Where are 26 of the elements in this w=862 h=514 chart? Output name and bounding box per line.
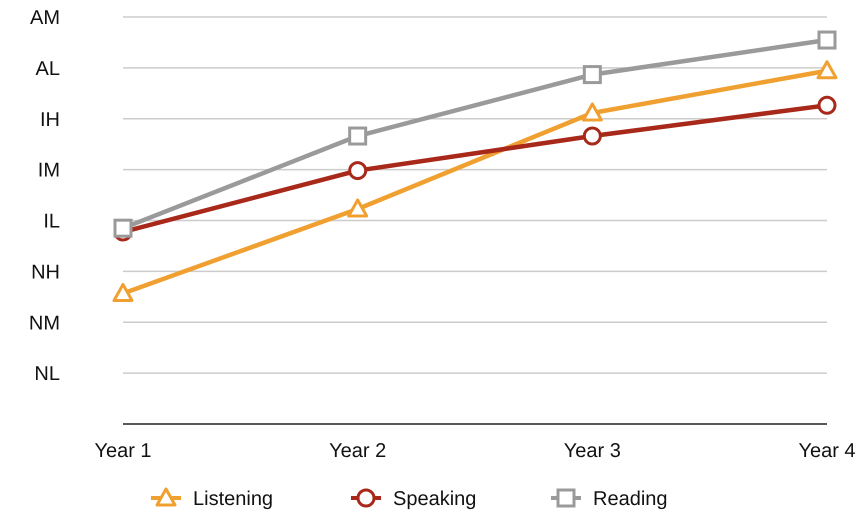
category-label: IH [40,108,60,131]
point [816,60,838,80]
legend-label: Listening [193,488,274,510]
point [348,161,368,180]
point [112,282,134,302]
category-label: IM [38,160,60,182]
point [582,126,602,146]
point [818,30,836,50]
category-label: AM [30,7,60,29]
category-label: NL [34,363,60,386]
category-label: IL [43,210,60,232]
point [582,102,603,122]
category-label: NM [28,312,60,334]
x-tick-label: Year 3 [564,440,621,462]
point [582,65,602,84]
point [114,218,132,238]
legend-label: Speaking [393,488,476,510]
x-tick-label: Year 1 [94,440,152,462]
category-label: NH [31,261,60,284]
category-label: AL [36,58,60,80]
x-tick-label: Year 4 [798,440,856,462]
point [818,96,836,115]
x-tick-label: Year 2 [329,440,386,462]
point [347,198,368,218]
legend-label: Reading [593,488,668,510]
point [348,126,368,146]
